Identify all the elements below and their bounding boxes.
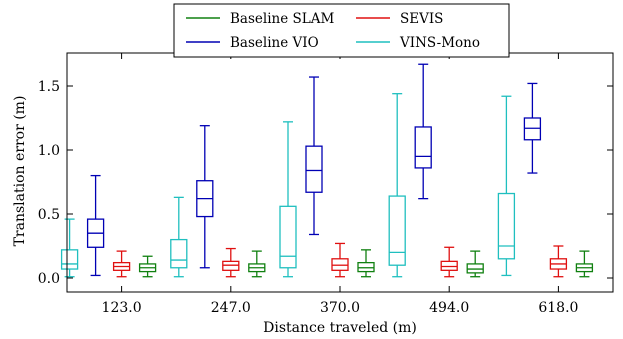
- box-baseline-vio: [414, 63, 432, 200]
- legend-item-baseline-vio: Baseline VIO: [186, 35, 319, 51]
- box-iqr: [305, 145, 323, 193]
- x-tick-label: 494.0: [429, 300, 469, 316]
- box-sevis: [222, 247, 240, 278]
- box-baseline-slam: [575, 250, 594, 278]
- box-baseline-vio: [86, 174, 105, 277]
- y-tick-label: 1.5: [38, 79, 60, 95]
- box-baseline-vio: [523, 82, 542, 174]
- box-baseline-vio: [305, 76, 323, 236]
- box-baseline-slam: [138, 255, 157, 278]
- box-sevis: [331, 242, 349, 278]
- legend-label: Baseline VIO: [230, 35, 319, 51]
- box-vins-mono: [497, 95, 516, 277]
- y-tick-label: 0.0: [38, 271, 60, 287]
- box-iqr: [279, 205, 297, 269]
- y-axis-label: Translation error (m): [12, 96, 28, 247]
- x-axis-label: Distance traveled (m): [263, 320, 417, 336]
- box-iqr: [497, 192, 516, 260]
- legend-item-baseline-slam: Baseline SLAM: [186, 11, 334, 27]
- plot-area: [60, 63, 594, 278]
- box-iqr: [388, 195, 406, 266]
- box-baseline-slam: [357, 249, 375, 278]
- box-vins-mono: [279, 121, 297, 278]
- box-sevis: [112, 250, 131, 278]
- box-iqr: [60, 249, 79, 270]
- legend-label: Baseline SLAM: [230, 11, 334, 27]
- x-tick-label: 370.0: [320, 300, 360, 316]
- y-tick-label: 0.5: [38, 207, 60, 223]
- box-vins-mono: [60, 218, 79, 278]
- legend-label: VINS-Mono: [399, 35, 480, 51]
- x-tick-label: 618.0: [538, 300, 578, 316]
- box-sevis: [440, 246, 458, 278]
- box-baseline-vio: [196, 125, 214, 269]
- box-sevis: [549, 245, 568, 278]
- box-baseline-slam: [466, 250, 484, 278]
- x-tick-label: 123.0: [102, 300, 142, 316]
- legend-item-vins-mono: VINS-Mono: [356, 35, 480, 51]
- axes: 0.0 0.5 1.0 1.5 123.0 247.0 370.0 494.0 618.0: [38, 53, 613, 316]
- box-vins-mono: [388, 93, 406, 278]
- box-vins-mono: [170, 196, 188, 278]
- legend-item-sevis: SEVIS: [356, 11, 443, 27]
- legend-label: SEVIS: [400, 11, 443, 27]
- x-tick-label: 247.0: [211, 300, 251, 316]
- y-tick-label: 1.0: [38, 143, 60, 159]
- legend-frame: [173, 3, 510, 58]
- box-iqr: [170, 238, 188, 269]
- box-baseline-slam: [248, 250, 266, 278]
- legend: Baseline SLAM SEVIS Baseline VIO VINS-Mono: [173, 3, 510, 58]
- box-iqr: [414, 126, 432, 169]
